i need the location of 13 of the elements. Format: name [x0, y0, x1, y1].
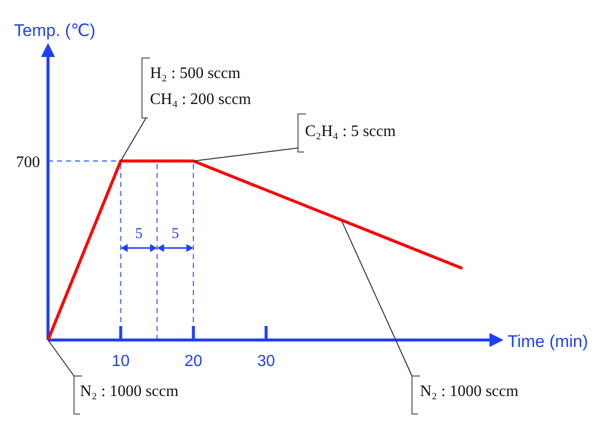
- annotation: 5: [135, 226, 143, 242]
- x-tick-label: 30: [257, 353, 276, 370]
- text: Temp. (℃): [14, 21, 96, 40]
- annotation: N₂ : 1000 sccm: [80, 383, 180, 400]
- annotation: 5: [171, 226, 179, 242]
- x-tick-label: 20: [184, 353, 202, 370]
- x-axis-title: Time (min): [507, 332, 588, 351]
- text: N₂ : 1000 sccm: [420, 383, 520, 400]
- text: H₂ : 500 sccm: [150, 65, 242, 82]
- text: CH₄ : 200 sccm: [150, 91, 252, 108]
- x-tick-label: 10: [112, 353, 130, 370]
- text: 700: [16, 154, 40, 171]
- annotation: C₂H₄ : 5 sccm: [305, 123, 396, 140]
